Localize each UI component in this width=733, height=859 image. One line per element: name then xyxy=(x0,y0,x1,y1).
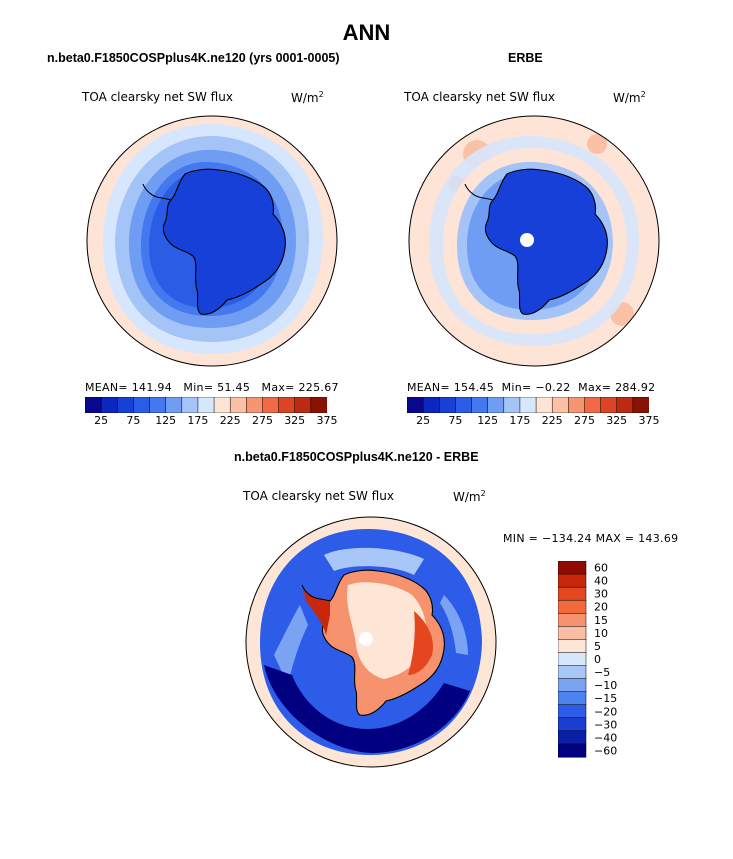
diff-colorbar-swatch xyxy=(558,678,587,693)
obs-colorbar-swatch xyxy=(422,397,440,413)
diff-colorbar-tick-label: 5 xyxy=(594,640,601,653)
obs-panel-header: ERBE xyxy=(508,51,543,65)
model-colorbar-swatch xyxy=(294,397,312,413)
model-colorbar-tick-label: 75 xyxy=(126,414,141,427)
obs-colorbar-swatch xyxy=(568,397,586,413)
model-colorbar-ticks: 25 75 125 175 225 275 325 375 xyxy=(85,414,337,428)
model-colorbar-tick-label: 25 xyxy=(94,414,109,427)
diff-colorbar-swatch xyxy=(558,665,587,680)
model-colorbar-swatch xyxy=(100,397,118,413)
obs-polar-map xyxy=(408,115,660,367)
model-colorbar-tick-label: 325 xyxy=(284,414,306,427)
diff-colorbar-swatch xyxy=(558,573,587,588)
diff-colorbar xyxy=(558,561,587,758)
model-colorbar xyxy=(85,397,327,413)
diff-colorbar-tick-label: −10 xyxy=(594,679,617,692)
diff-colorbar-swatch xyxy=(558,717,587,732)
diff-colorbar-tick-label: 0 xyxy=(594,653,601,666)
model-colorbar-swatch xyxy=(246,397,264,413)
diff-colorbar-swatch xyxy=(558,586,587,601)
diff-colorbar-tick-label: 15 xyxy=(594,614,608,627)
obs-colorbar-swatch xyxy=(584,397,602,413)
obs-colorbar-swatch xyxy=(407,397,424,413)
model-colorbar-swatch xyxy=(229,397,247,413)
diff-range-text: MIN = −134.24 MAX = 143.69 xyxy=(503,532,679,545)
obs-colorbar-swatch xyxy=(471,397,489,413)
model-colorbar-swatch xyxy=(117,397,134,413)
figure-title: ANN xyxy=(342,20,391,45)
obs-colorbar-swatch xyxy=(487,397,505,413)
diff-colorbar-swatch xyxy=(558,626,587,640)
model-colorbar-swatch xyxy=(213,397,231,413)
diff-colorbar-tick-label: 20 xyxy=(594,601,608,614)
model-colorbar-swatch xyxy=(181,397,199,413)
obs-colorbar-tick-label: 375 xyxy=(638,414,660,427)
model-colorbar-tick-label: 275 xyxy=(252,414,273,427)
diff-colorbar-swatch xyxy=(558,613,587,627)
obs-colorbar-swatch xyxy=(439,397,456,413)
obs-colorbar-swatch xyxy=(616,397,634,413)
diff-colorbar-tick-label: 60 xyxy=(594,562,608,575)
model-colorbar-swatch xyxy=(310,397,327,413)
diff-colorbar-tick-label: 10 xyxy=(594,627,608,640)
diff-colorbar-tick-label: 30 xyxy=(594,588,608,601)
diff-colorbar-swatch xyxy=(558,639,587,654)
obs-map-title: TOA clearsky net SW flux xyxy=(404,90,555,104)
diff-colorbar-tick-label: 40 xyxy=(594,575,608,588)
diff-colorbar-tick-label: −40 xyxy=(594,731,617,744)
obs-colorbar-tick-label: 75 xyxy=(448,414,463,427)
model-colorbar-swatch xyxy=(85,397,102,413)
diff-colorbar-tick-label: −20 xyxy=(594,705,617,718)
obs-map-units: W/m2 xyxy=(613,90,646,105)
model-stats: MEAN= 141.94 Min= 51.45 Max= 225.67 xyxy=(85,381,339,394)
model-map-units: W/m2 xyxy=(291,90,324,105)
diff-colorbar-swatch xyxy=(558,599,587,614)
obs-colorbar-tick-label: 275 xyxy=(574,414,595,427)
diff-colorbar-swatch xyxy=(558,704,587,719)
diff-colorbar-tick-label: −30 xyxy=(594,718,617,731)
model-colorbar-swatch xyxy=(262,397,280,413)
obs-colorbar-tick-label: 125 xyxy=(477,414,499,427)
diff-colorbar-tick-label: −60 xyxy=(594,745,617,758)
obs-colorbar-swatch xyxy=(519,397,537,413)
obs-colorbar-swatch xyxy=(632,397,649,413)
obs-colorbar-swatch xyxy=(535,397,553,413)
obs-colorbar-tick-label: 175 xyxy=(509,414,531,427)
model-colorbar-tick-label: 125 xyxy=(155,414,177,427)
obs-colorbar-swatch xyxy=(551,397,569,413)
model-colorbar-swatch xyxy=(133,397,151,413)
obs-colorbar-tick-label: 225 xyxy=(541,414,563,427)
obs-colorbar-ticks: 25 75 125 175 225 275 325 375 xyxy=(407,414,659,428)
diff-polar-map xyxy=(245,516,497,768)
model-colorbar-tick-label: 175 xyxy=(187,414,209,427)
model-colorbar-swatch xyxy=(197,397,215,413)
diff-colorbar-swatch xyxy=(558,561,587,575)
obs-colorbar-swatch xyxy=(503,397,521,413)
diff-colorbar-swatch xyxy=(558,743,587,758)
obs-colorbar xyxy=(407,397,649,413)
diff-colorbar-tick-label: −5 xyxy=(594,666,610,679)
model-colorbar-swatch xyxy=(278,397,296,413)
diff-colorbar-swatch xyxy=(558,691,587,706)
model-colorbar-swatch xyxy=(165,397,183,413)
diff-colorbar-swatch xyxy=(558,652,587,667)
model-polar-map xyxy=(86,115,338,367)
diff-map-title: TOA clearsky net SW flux xyxy=(243,489,394,503)
model-colorbar-tick-label: 375 xyxy=(316,414,338,427)
model-map-title: TOA clearsky net SW flux xyxy=(82,90,233,104)
obs-stats: MEAN= 154.45 Min= −0.22 Max= 284.92 xyxy=(407,381,656,394)
diff-panel-header: n.beta0.F1850COSPplus4K.ne120 - ERBE xyxy=(234,450,479,464)
diff-colorbar-swatch xyxy=(558,730,587,745)
model-colorbar-tick-label: 225 xyxy=(219,414,241,427)
obs-colorbar-swatch xyxy=(455,397,473,413)
obs-colorbar-tick-label: 325 xyxy=(606,414,628,427)
diff-colorbar-tick-label: −15 xyxy=(594,692,617,705)
model-panel-header: n.beta0.F1850COSPplus4K.ne120 (yrs 0001-… xyxy=(47,51,340,65)
diff-map-units: W/m2 xyxy=(453,489,486,504)
model-colorbar-swatch xyxy=(149,397,167,413)
obs-colorbar-tick-label: 25 xyxy=(416,414,431,427)
obs-colorbar-swatch xyxy=(600,397,618,413)
